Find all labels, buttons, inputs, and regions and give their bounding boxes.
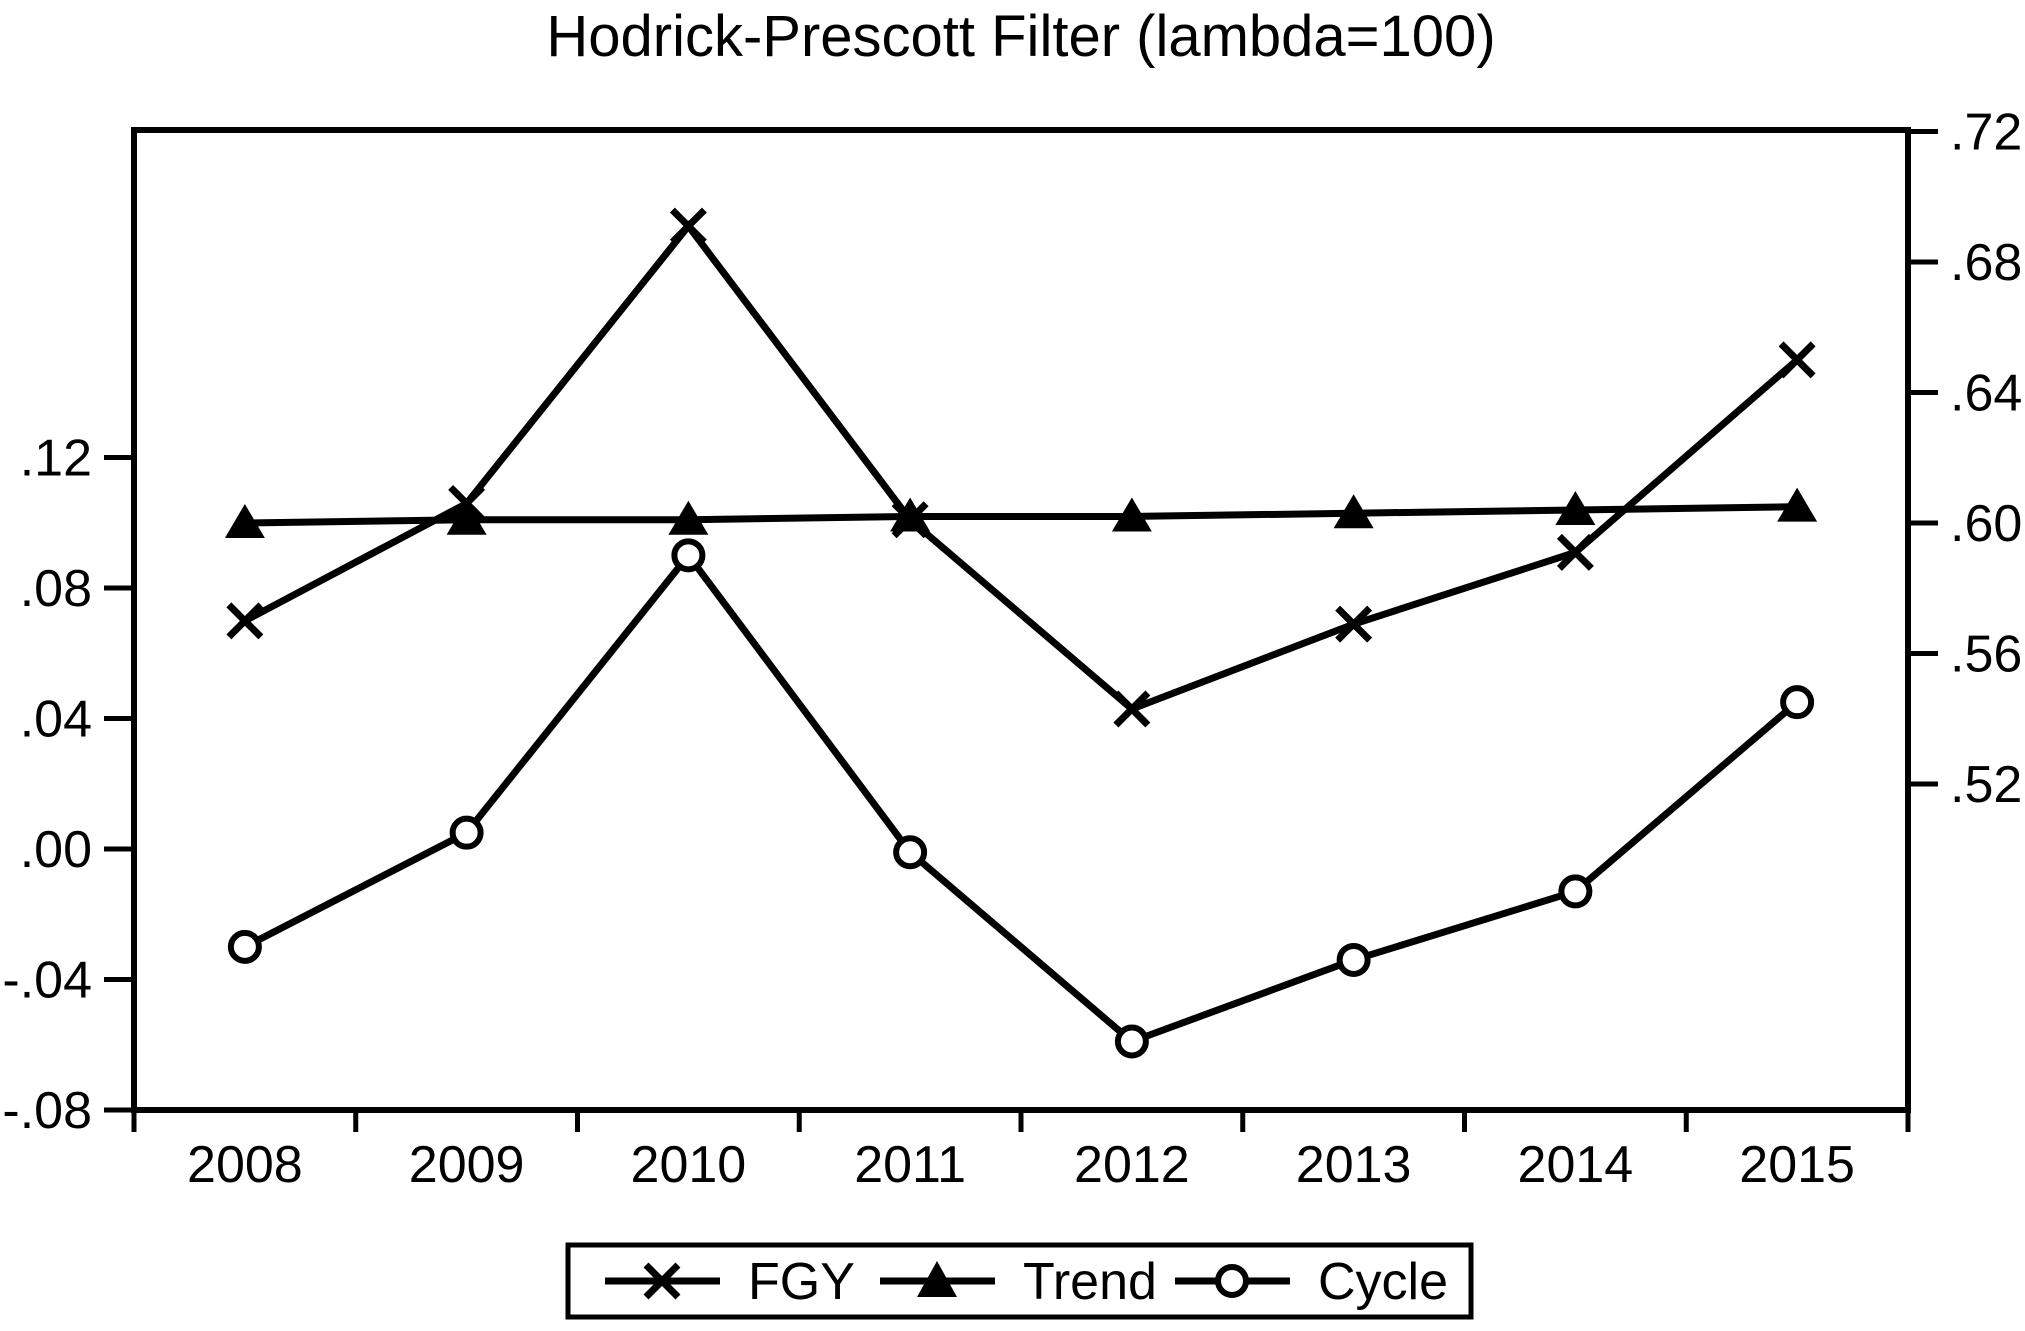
x-axis-year-label: 2013 xyxy=(1296,1136,1412,1194)
right-axis-tick-label: .68 xyxy=(1950,234,2022,292)
circle-marker-icon xyxy=(1336,942,1371,977)
triangle-marker-icon xyxy=(890,497,931,532)
triangle-marker-icon xyxy=(1555,490,1596,525)
series-line-cycle xyxy=(243,549,1800,1046)
x-marker-icon xyxy=(1113,690,1151,728)
triangle-marker-icon xyxy=(1111,497,1152,532)
left-axis-tick-label: -.08 xyxy=(2,1082,92,1140)
circle-marker-icon xyxy=(671,538,706,573)
circle-marker-icon xyxy=(449,815,484,850)
x-marker-icon xyxy=(1556,533,1594,571)
x-axis-year-label: 2009 xyxy=(409,1136,525,1194)
x-axis-year-label: 2015 xyxy=(1739,1136,1855,1194)
left-axis-tick-label: .08 xyxy=(20,560,92,618)
left-axis-tick-label: .00 xyxy=(20,821,92,879)
legend-label-trend: Trend xyxy=(1023,1253,1157,1311)
series-layer xyxy=(224,207,1818,1059)
left-axis-tick-label: .12 xyxy=(20,429,92,487)
circle-marker-icon xyxy=(1558,874,1593,909)
circle-marker-icon xyxy=(1114,1024,1149,1059)
x-axis-year-label: 2011 xyxy=(854,1136,966,1194)
circle-marker-icon xyxy=(1215,1264,1249,1298)
circle-marker-icon xyxy=(893,835,928,870)
triangle-marker-icon xyxy=(224,504,265,538)
x-axis-year-label: 2010 xyxy=(631,1136,747,1194)
left-axis-tick-label: -.04 xyxy=(2,952,92,1010)
triangle-marker-icon xyxy=(1777,487,1818,522)
x-axis-year-label: 2012 xyxy=(1074,1136,1190,1194)
series-line-fgy xyxy=(243,220,1800,714)
circle-marker-icon xyxy=(227,929,262,964)
left-axis-tick-label: .04 xyxy=(20,690,92,748)
legend: FGY Trend Cycle xyxy=(565,1242,1474,1320)
right-axis-tick-label: .56 xyxy=(1950,626,2022,684)
legend-label-cycle: Cycle xyxy=(1318,1253,1448,1311)
triangle-marker-icon xyxy=(917,1261,957,1297)
triangle-marker-icon xyxy=(1333,494,1374,529)
circle-marker-icon xyxy=(1780,685,1815,720)
x-axis-year-label: 2008 xyxy=(187,1136,303,1194)
legend-label-fgy: FGY xyxy=(748,1253,855,1311)
x-marker-icon xyxy=(669,207,707,245)
x-marker-icon xyxy=(226,602,264,640)
plot-frame xyxy=(131,127,1911,1113)
chart-title: Hodrick-Prescott Filter (lambda=100) xyxy=(546,4,1495,69)
x-marker-icon xyxy=(1335,605,1373,643)
right-axis-tick-label: .64 xyxy=(1950,364,2022,422)
x-axis-year-label: 2014 xyxy=(1518,1136,1634,1194)
right-axis-tick-label: .60 xyxy=(1950,495,2022,553)
legend-item-fgy: FGY xyxy=(605,1253,855,1311)
legend-item-cycle: Cycle xyxy=(1175,1253,1448,1311)
x-marker-icon xyxy=(643,1262,681,1300)
right-axis-tick-label: .72 xyxy=(1950,103,2022,161)
x-marker-icon xyxy=(1778,341,1816,379)
triangle-marker-icon xyxy=(668,500,709,535)
legend-item-trend: Trend xyxy=(880,1253,1157,1311)
series-line-trend xyxy=(244,503,1798,527)
right-axis-tick-label: .52 xyxy=(1950,756,2022,814)
axes-layer: .12 .08 .04 .00 -.04 -.08 .72 .68 .64 .60 .56 .52 20… xyxy=(2,103,2022,1194)
triangle-marker-icon xyxy=(446,500,487,535)
